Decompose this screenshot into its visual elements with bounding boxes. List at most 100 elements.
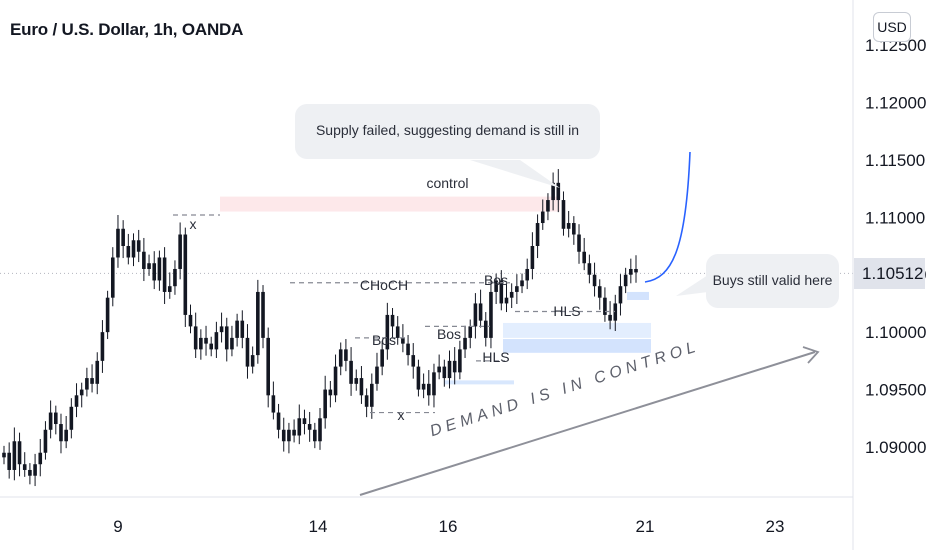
candle-body — [131, 240, 136, 258]
candle-body — [235, 320, 239, 338]
candle-body — [292, 429, 296, 436]
candle-body — [152, 263, 157, 281]
candle-body — [556, 182, 561, 201]
time-axis[interactable]: 9 14 16 21 23 — [0, 496, 853, 536]
structure-label: HLS — [482, 349, 509, 365]
candle-body — [136, 240, 141, 252]
candle-body — [199, 337, 203, 350]
candle-body — [245, 337, 250, 367]
candle-body — [17, 441, 22, 465]
y-tick-label: 1.12000 — [865, 93, 926, 112]
candle-body — [209, 343, 214, 350]
structure-label: CHoCH — [360, 277, 408, 293]
candle-body — [204, 337, 208, 344]
x-tick-label: 9 — [113, 517, 122, 536]
supply-note-bubble: Supply failed, suggesting demand is stil… — [295, 104, 600, 191]
candle-body — [426, 383, 431, 396]
candle-body — [623, 274, 628, 287]
candle-body — [90, 378, 94, 384]
candle-body — [276, 412, 281, 430]
candle-body — [592, 274, 597, 287]
candle-body — [421, 383, 426, 390]
candle-body — [494, 280, 498, 292]
candle-body — [432, 372, 436, 396]
projection-curve — [644, 151, 691, 283]
candle-body — [483, 320, 488, 338]
candle-body — [603, 297, 607, 315]
candle-body — [349, 360, 353, 384]
candle-body — [359, 378, 364, 396]
candle-body — [535, 223, 540, 246]
candle-body — [338, 349, 343, 367]
candle-body — [219, 326, 224, 333]
demand-zone — [503, 339, 651, 353]
demand-zone — [503, 322, 651, 338]
candle-body — [629, 268, 633, 275]
candle-body — [515, 286, 519, 292]
candle-body — [370, 383, 374, 407]
candle-body — [64, 429, 68, 442]
candle-body — [33, 464, 37, 476]
candle-body — [587, 263, 592, 275]
candle-body — [546, 200, 550, 212]
candle-body — [634, 268, 638, 273]
candle-body — [54, 412, 58, 425]
candle-body — [85, 378, 89, 390]
candle-body — [333, 366, 338, 396]
candle-body — [100, 332, 105, 361]
candle-body — [608, 314, 612, 321]
candle-body — [442, 366, 447, 379]
y-tick-label: 1.11000 — [865, 208, 925, 227]
candle-body — [452, 360, 457, 373]
candle-body — [105, 297, 110, 333]
candle-body — [147, 263, 151, 269]
candle-body — [525, 268, 530, 281]
candle-body — [173, 268, 177, 287]
candle-body — [313, 429, 317, 442]
candle-body — [162, 257, 167, 292]
chart-zones — [220, 196, 651, 385]
supply-bubble-tail — [470, 160, 560, 188]
candle-body — [261, 291, 265, 338]
candle-body — [193, 326, 198, 350]
candlestick-series — [2, 169, 638, 487]
symbol-title: Euro / U.S. Dollar, 1h, OANDA — [10, 20, 244, 39]
candle-body — [478, 303, 483, 321]
candle-body — [188, 314, 193, 327]
candle-body — [256, 291, 260, 356]
candle-body — [416, 366, 421, 390]
demand-zone — [444, 380, 514, 385]
candle-body — [167, 286, 172, 292]
candle-body — [28, 469, 32, 476]
candle-body — [271, 395, 276, 413]
candle-body — [2, 452, 6, 458]
candle-body — [597, 286, 602, 298]
candle-body — [183, 234, 188, 315]
candle-body — [613, 303, 618, 321]
candle-body — [250, 355, 255, 367]
candle-body — [473, 303, 478, 327]
price-axis[interactable]: 1.125001.120001.115001.110001.105001.100… — [852, 0, 926, 550]
candle-body — [116, 228, 120, 258]
candle-body — [38, 452, 43, 465]
candle-body — [344, 349, 348, 361]
candle-body — [126, 245, 131, 258]
candle-body — [281, 429, 286, 442]
candle-body — [520, 280, 524, 287]
structure-labels: x CHoCH Bos Bos Bos HLS HLS x — [190, 216, 581, 423]
candle-body — [354, 378, 359, 384]
candle-body — [287, 429, 291, 442]
structure-label: Bos — [372, 332, 396, 348]
current-price-badge: 1.10512 — [854, 258, 925, 289]
candle-body — [95, 360, 100, 384]
candle-body — [582, 251, 586, 264]
candle-body — [561, 200, 566, 229]
supply-zone — [220, 196, 560, 212]
candle-body — [380, 349, 384, 367]
candle-body — [224, 326, 229, 350]
candle-body — [214, 332, 219, 350]
candle-body — [437, 366, 441, 373]
currency-button[interactable]: USD — [873, 12, 911, 42]
candle-body — [74, 395, 79, 407]
buys-note-bubble: Buys still valid here — [706, 254, 839, 308]
